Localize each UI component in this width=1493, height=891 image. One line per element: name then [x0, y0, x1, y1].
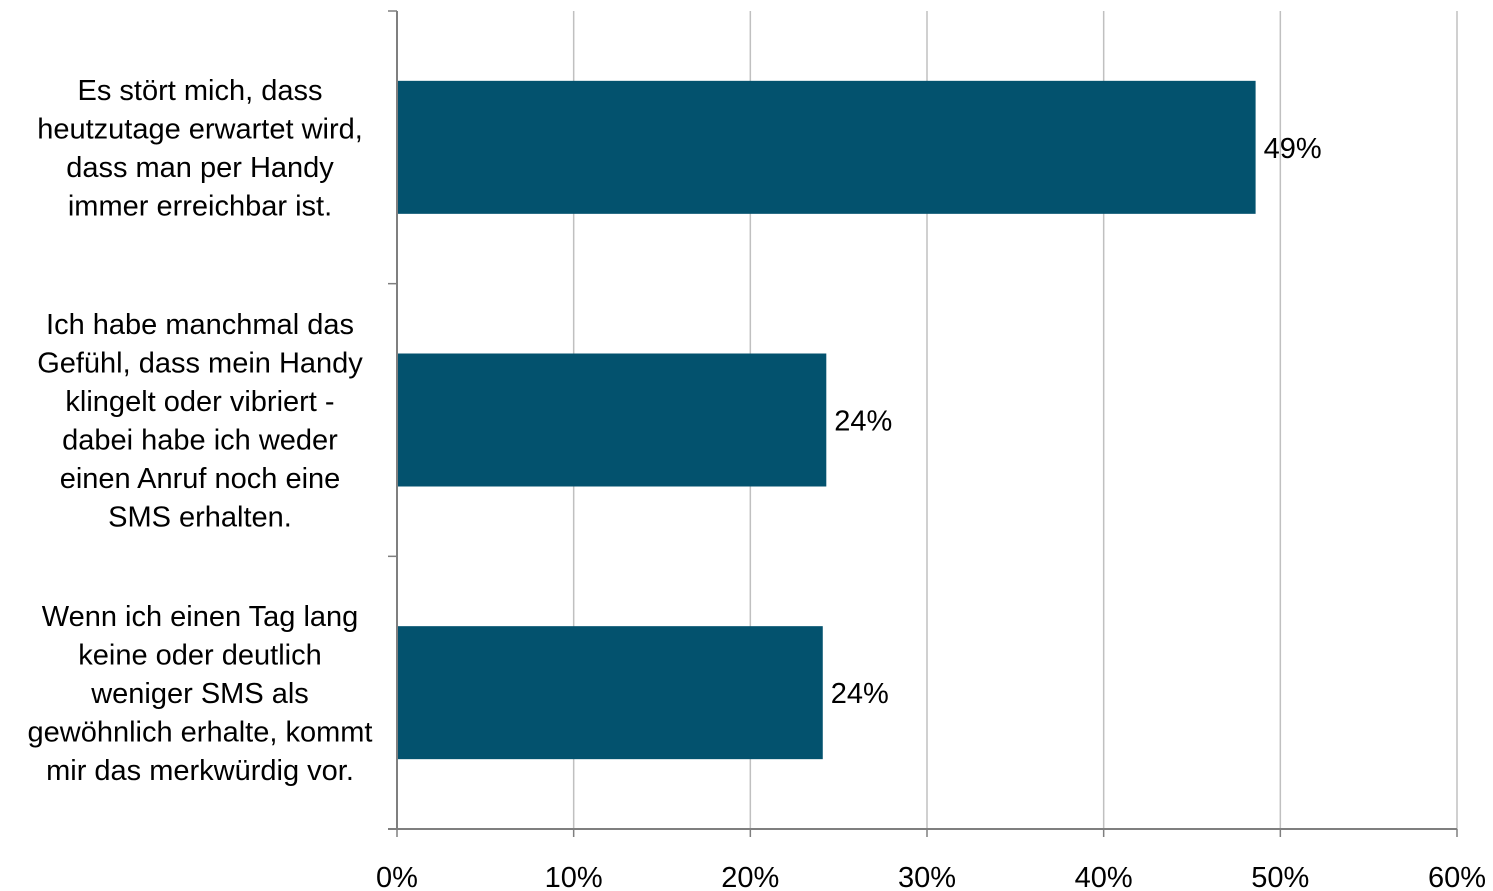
- bar: [397, 80, 1256, 214]
- category-label-line: SMS erhalten.: [108, 502, 292, 534]
- category-label-line: heutzutage erwartet wird,: [37, 114, 363, 146]
- category-label: Wenn ich einen Tag lang keine oder deutli…: [28, 601, 373, 787]
- data-label: 24%: [834, 405, 892, 437]
- category-label-line: klingelt oder vibriert -: [65, 386, 334, 418]
- axes: [388, 10, 1458, 837]
- category-label-line: gewöhnlich erhalte, kommt: [28, 717, 373, 749]
- bars: [397, 80, 1256, 760]
- x-tick-label: 10%: [545, 862, 603, 891]
- x-tick-label: 30%: [898, 862, 956, 891]
- category-label: Es stört mich, dass heutzutage erwartet w…: [37, 75, 363, 223]
- category-label-line: keine oder deutlich: [78, 640, 321, 672]
- bar: [397, 626, 823, 760]
- bar: [397, 353, 827, 487]
- category-label-line: Es stört mich, dass: [78, 75, 323, 107]
- category-label-line: dabei habe ich weder: [62, 425, 338, 457]
- category-label-line: Ich habe manchmal das: [46, 309, 354, 341]
- x-tick-label: 0%: [376, 862, 418, 891]
- category-label-line: einen Anruf noch eine: [60, 463, 341, 495]
- x-tick-label: 50%: [1251, 862, 1309, 891]
- x-tick-label: 60%: [1428, 862, 1486, 891]
- category-label-line: weniger SMS als: [90, 678, 309, 710]
- category-label-line: Wenn ich einen Tag lang: [42, 601, 359, 633]
- x-tick-label: 40%: [1075, 862, 1133, 891]
- data-label: 49%: [1264, 133, 1322, 165]
- data-label: 24%: [831, 678, 889, 710]
- category-label-line: mir das merkwürdig vor.: [46, 755, 354, 787]
- labels: 0% 10% 20% 30% 40% 50% 60% 49% Es stört mich, da…: [28, 75, 1487, 891]
- category-label: Ich habe manchmal das Gefühl, dass mein H…: [37, 309, 363, 534]
- category-label-line: dass man per Handy: [66, 152, 334, 184]
- category-label-line: immer erreichbar ist.: [68, 191, 332, 223]
- category-label-line: Gefühl, dass mein Handy: [37, 348, 363, 380]
- x-tick-label: 20%: [721, 862, 779, 891]
